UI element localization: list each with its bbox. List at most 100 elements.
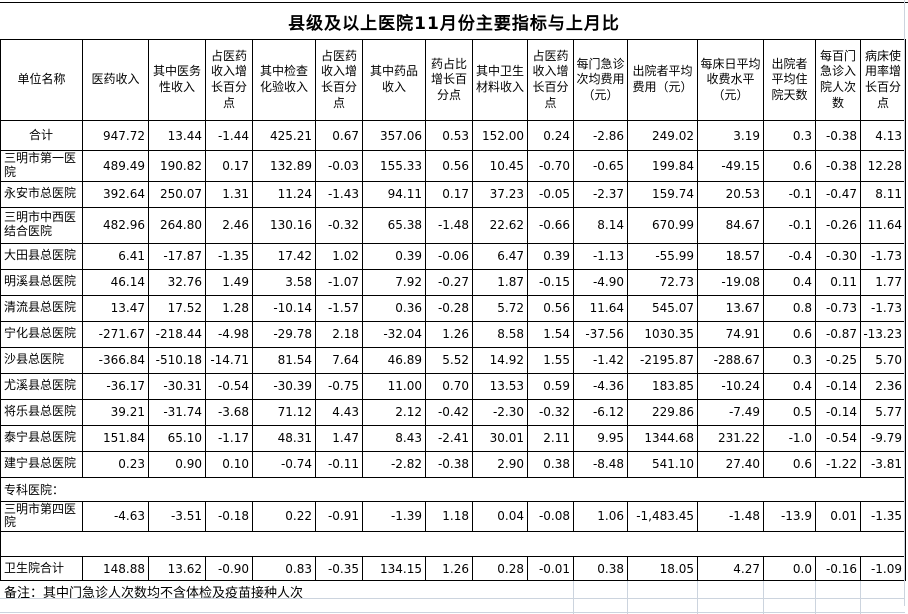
data-cell: -2.82 (362, 450, 426, 478)
data-cell: -0.11 (315, 450, 363, 478)
data-cell: 132.89 (252, 150, 316, 182)
data-cell: -1.57 (315, 294, 363, 322)
sheet-gridline (815, 581, 816, 614)
data-cell: 231.22 (697, 424, 764, 452)
table-row: 三明市中西医结合医院 482.96 264.80 2.46 130.16 -0.32 65.… (0, 206, 906, 244)
sheet-gridline (0, 612, 905, 614)
data-cell: 183.85 (627, 372, 698, 400)
data-cell: 392.64 (82, 180, 149, 208)
data-cell: 94.11 (362, 180, 426, 208)
data-cell: -1.22 (815, 450, 861, 478)
data-cell: 670.99 (627, 206, 698, 244)
data-cell: 11.64 (860, 206, 906, 244)
data-cell: 13.53 (472, 372, 528, 400)
data-cell: 9.95 (573, 424, 628, 452)
data-cell: 199.84 (627, 150, 698, 182)
data-cell: 0.36 (362, 294, 426, 322)
sheet-gridline (573, 581, 574, 614)
data-cell: -0.05 (527, 180, 574, 208)
data-cell: 0.4 (763, 268, 816, 296)
table-row: 泰宁县总医院 151.84 65.10 -1.17 48.31 1.47 8.43 -2.41… (0, 424, 906, 452)
data-cell: 13.44 (148, 120, 206, 151)
data-cell: 18.57 (697, 242, 764, 270)
sheet-gridline (904, 0, 905, 606)
data-cell: -1.35 (205, 242, 253, 270)
data-cell: -1.09 (860, 556, 906, 582)
column-header-10: 每门急诊次均费用（元） (573, 39, 628, 121)
spacer-cell (0, 531, 906, 558)
data-cell: -0.25 (815, 346, 861, 374)
column-header-15: 病床使用率增长百分点 (860, 39, 906, 121)
sheet-gridline (697, 581, 698, 614)
data-cell: -1.17 (205, 424, 253, 452)
table-row: 将乐县总医院 39.21 -31.74 -3.68 71.12 4.43 2.12 -0.42… (0, 398, 906, 426)
table-row: 沙县总医院 -366.84 -510.18 -14.71 81.54 7.64 46.89 5… (0, 346, 906, 374)
data-cell: 8.11 (860, 180, 906, 208)
column-header-6: 其中药品收入 (362, 39, 426, 121)
data-cell: -14.71 (205, 346, 253, 374)
data-cell: -2.37 (573, 180, 628, 208)
data-cell: 0.56 (425, 150, 473, 182)
data-cell: 489.49 (82, 150, 149, 182)
data-cell: -0.66 (527, 206, 574, 244)
data-cell: 0.17 (425, 180, 473, 208)
data-cell: 17.52 (148, 294, 206, 322)
data-cell: -3.51 (148, 500, 206, 533)
data-cell: 0.6 (763, 320, 816, 348)
data-cell: -0.65 (573, 150, 628, 182)
data-cell: -10.24 (697, 372, 764, 400)
data-cell: -0.38 (425, 450, 473, 478)
data-cell: 1.87 (472, 268, 528, 296)
data-cell: 1.26 (425, 556, 473, 582)
data-cell: -3.68 (205, 398, 253, 426)
data-cell: 1.18 (425, 500, 473, 533)
data-cell: -271.67 (82, 320, 149, 348)
data-cell: 7.64 (315, 346, 363, 374)
bottom-gridline-zone: 备注：其中门急诊人次数均不含体检及疫苗接种人次 (0, 581, 908, 614)
data-cell: -0.87 (815, 320, 861, 348)
data-cell: 11.24 (252, 180, 316, 208)
column-header-4: 其中检查化验收入 (252, 39, 316, 121)
data-cell: 0.6 (763, 150, 816, 182)
data-cell: -1.0 (763, 424, 816, 452)
data-cell: 5.72 (472, 294, 528, 322)
table-row: 建宁县总医院 0.23 0.90 0.10 -0.74 -0.11 -2.82 -0.38 2.… (0, 450, 906, 478)
data-cell: 0.38 (527, 450, 574, 478)
data-cell: 425.21 (252, 120, 316, 151)
data-cell: 0.8 (763, 294, 816, 322)
indicators-table: 单位名称 医药收入 其中医务性收入 占医药收入增长百分点 其中检查化验收入 占医药收入增长… (0, 39, 906, 582)
row-label: 大田县总医院 (0, 242, 83, 270)
data-cell: -6.12 (573, 398, 628, 426)
table-row: 宁化县总医院 -271.67 -218.44 -4.98 -29.78 2.18 -32.0… (0, 320, 906, 348)
data-cell: 1.31 (205, 180, 253, 208)
data-cell: 13.62 (148, 556, 206, 582)
data-cell: 134.15 (362, 556, 426, 582)
data-cell: -29.78 (252, 320, 316, 348)
data-cell: -0.1 (763, 206, 816, 244)
data-cell: 1.47 (315, 424, 363, 452)
data-cell: -0.38 (815, 120, 861, 151)
data-cell: -0.27 (425, 268, 473, 296)
row-label: 沙县总医院 (0, 346, 83, 374)
data-cell: -0.35 (315, 556, 363, 582)
data-cell: 0.56 (527, 294, 574, 322)
data-cell: 74.91 (697, 320, 764, 348)
data-cell: -510.18 (148, 346, 206, 374)
data-cell: -0.18 (205, 500, 253, 533)
column-header-14: 每百门急诊入院人次数 (815, 39, 861, 121)
data-cell: 264.80 (148, 206, 206, 244)
data-cell: -0.90 (205, 556, 253, 582)
data-cell: -0.08 (527, 500, 574, 533)
column-header-5: 占医药收入增长百分点 (315, 39, 363, 121)
data-cell: 152.00 (472, 120, 528, 151)
data-cell: 37.23 (472, 180, 528, 208)
data-cell: -1.43 (315, 180, 363, 208)
data-cell: -288.67 (697, 346, 764, 374)
table-row: 合计 947.72 13.44 -1.44 425.21 0.67 357.06 0.53 15… (0, 120, 906, 151)
data-cell: -0.26 (815, 206, 861, 244)
data-cell: -13.9 (763, 500, 816, 533)
data-cell: 8.58 (472, 320, 528, 348)
data-cell: -19.08 (697, 268, 764, 296)
data-cell: -1.73 (860, 294, 906, 322)
table-row: 卫生院合计 148.88 13.62 -0.90 0.83 -0.35 134.15 1.26… (0, 556, 906, 582)
